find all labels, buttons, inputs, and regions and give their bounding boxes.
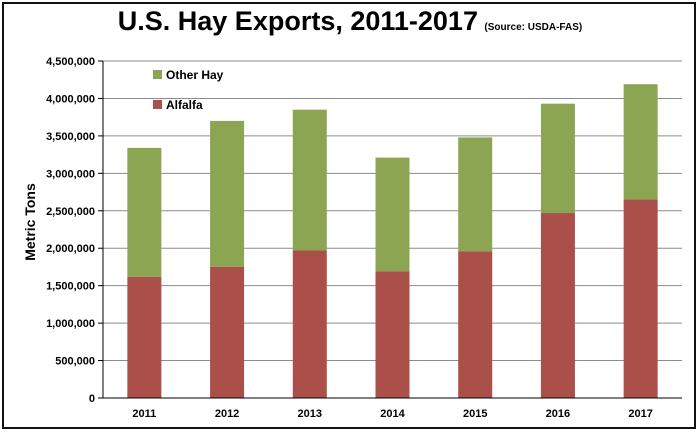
y-tick-label: 0	[89, 393, 95, 405]
y-tick-label: 4,500,000	[46, 56, 95, 68]
y-tick-label: 500,000	[55, 356, 95, 368]
bar-other-hay-2013	[292, 109, 327, 251]
y-tick-label: 4,000,000	[46, 93, 95, 105]
bar-other-hay-2012	[210, 120, 245, 267]
chart-subtitle: (Source: USDA-FAS)	[484, 22, 583, 33]
x-tick-label: 2012	[215, 408, 239, 420]
bar-alfalfa-2011	[127, 276, 162, 398]
y-tick-label: 2,000,000	[46, 243, 95, 255]
bar-alfalfa-2013	[292, 250, 327, 398]
bar-other-hay-2014	[375, 157, 410, 272]
bar-alfalfa-2017	[623, 199, 658, 398]
bar-marks	[127, 84, 658, 398]
x-tick-label: 2015	[463, 408, 487, 420]
x-tick-label: 2011	[132, 408, 156, 420]
y-tick-labels: 0 500,000 1,000,000 1,500,000 2,000,000 2,500…	[46, 56, 103, 405]
chart-title-block: U.S. Hay Exports, 2011-2017 (Source: USD…	[0, 6, 700, 37]
bar-other-hay-2011	[127, 147, 162, 277]
legend: Other Hay Alfalfa	[153, 68, 224, 112]
y-tick-label: 3,000,000	[46, 168, 95, 180]
chart-frame	[2, 2, 696, 429]
bar-alfalfa-2015	[458, 251, 493, 398]
y-tick-label: 1,000,000	[46, 318, 95, 330]
chart-title: U.S. Hay Exports, 2011-2017	[117, 6, 478, 36]
bar-alfalfa-2012	[210, 266, 245, 398]
bar-alfalfa-2016	[540, 213, 575, 398]
x-tick-label: 2017	[628, 408, 652, 420]
x-tick-label: 2013	[298, 408, 322, 420]
x-tick-label: 2016	[546, 408, 570, 420]
legend-swatch	[153, 100, 162, 109]
y-tick-label: 3,500,000	[46, 131, 95, 143]
bar-alfalfa-2014	[375, 271, 410, 398]
bar-other-hay-2017	[623, 84, 658, 200]
bar-other-hay-2015	[458, 137, 493, 252]
legend-label: Other Hay	[166, 68, 224, 82]
y-tick-label: 1,500,000	[46, 281, 95, 293]
bar-other-hay-2016	[540, 103, 575, 214]
x-tick-label: 2014	[380, 408, 405, 420]
legend-label: Alfalfa	[166, 98, 203, 112]
legend-swatch	[153, 70, 162, 79]
y-tick-label: 2,500,000	[46, 206, 95, 218]
x-tick-labels: 2011 2012 2013 2014 2015 2016 2017	[132, 408, 652, 420]
